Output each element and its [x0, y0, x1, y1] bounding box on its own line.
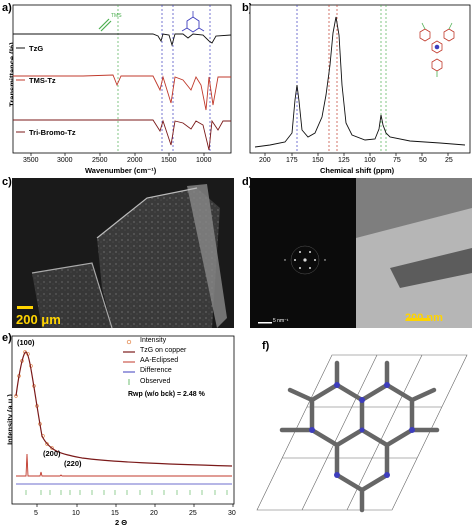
panel-e-xtick: 5: [34, 510, 38, 517]
tem-scale-bar: [258, 322, 272, 324]
legend-tzg-on-copper: TzG on copper: [140, 347, 187, 354]
panel-a-letter: a): [2, 2, 12, 14]
panel-c-letter: c): [2, 176, 12, 188]
panel-e-xtick: 20: [150, 510, 158, 517]
legend-difference: Difference: [140, 367, 172, 374]
panel-b-xtick: 50: [419, 157, 427, 164]
legend-aa-eclipsed: AA-Eclipsed: [140, 357, 179, 364]
panel-b-xtick: 25: [445, 157, 453, 164]
panel-a-xtick: 3000: [57, 157, 73, 164]
panel-b-plot: [249, 4, 471, 156]
panel-b-xtick: 175: [286, 157, 298, 164]
panel-a-xtick: 2000: [127, 157, 143, 164]
panel-f-letter: f): [262, 340, 270, 352]
panel-e-xtick: 25: [189, 510, 197, 517]
peak-100: (100): [17, 338, 35, 347]
observed-ticks: [25, 490, 228, 495]
panel-b-xlabel: Chemical shift (ppm): [320, 166, 395, 175]
panel-b-xtick: 100: [364, 157, 376, 164]
peak-220: (220): [64, 459, 82, 468]
tms-struct-label: TMS: [111, 13, 122, 19]
peak-200: (200): [43, 449, 61, 458]
legend-tms-tz: TMS-Tz: [29, 76, 56, 85]
sem-scale-bar: [17, 306, 33, 309]
sem-image: [12, 178, 234, 329]
diffraction-pattern: [284, 251, 326, 269]
legend-intensity: Intensity: [140, 337, 167, 344]
fit-curve: [15, 351, 233, 467]
panel-e-plot: [11, 335, 235, 507]
panel-b-xtick: 200: [259, 157, 271, 164]
tem-image: [250, 178, 472, 328]
panel-a-xtick: 1000: [196, 157, 212, 164]
tem-scale-bar-large: [406, 318, 430, 321]
framework-structure: [256, 354, 468, 513]
panel-d-letter: d): [242, 176, 253, 188]
panel-a-xtick: 1500: [161, 157, 177, 164]
triazine-nodes: [309, 382, 415, 478]
panel-e-xtick: 30: [228, 510, 236, 517]
sem-scale-label: 200 μm: [16, 312, 61, 327]
tzg-curve: [13, 33, 232, 47]
tri-bromo-tz-curve: [13, 119, 231, 151]
nmr-spectrum-curve: [254, 16, 466, 148]
panel-b-xtick: 150: [312, 157, 324, 164]
panel-a-xtick: 2500: [92, 157, 108, 164]
panel-a-plot: [12, 4, 232, 156]
legend-tri-bromo-tz: Tri-Bromo-Tz: [29, 128, 76, 137]
panel-e-xtick: 15: [111, 510, 119, 517]
tem-scale-label: 200 nm: [405, 312, 443, 324]
panel-e-xtick: 10: [72, 510, 80, 517]
panel-a-xlabel: Wavenumber (cm⁻¹): [85, 166, 157, 175]
aa-eclipsed-curve: [16, 453, 232, 477]
legend-tzg: TzG: [29, 44, 44, 53]
panel-a-xtick: 3500: [23, 157, 39, 164]
rwp-label: Rwp (w/o bck) = 2.48 %: [128, 391, 205, 398]
panel-b-xtick: 125: [338, 157, 350, 164]
framework-linkers: [279, 360, 440, 513]
panel-e-letter: e): [2, 332, 12, 344]
tms-tz-curve: [13, 74, 231, 111]
panel-b-letter: b): [242, 2, 253, 14]
panel-b-xtick: 75: [393, 157, 401, 164]
panel-e-xlabel: 2 Θ: [115, 518, 128, 527]
tem-small-scale-label: 5 nm⁻¹: [273, 318, 289, 324]
legend-observed: Observed: [140, 378, 171, 385]
